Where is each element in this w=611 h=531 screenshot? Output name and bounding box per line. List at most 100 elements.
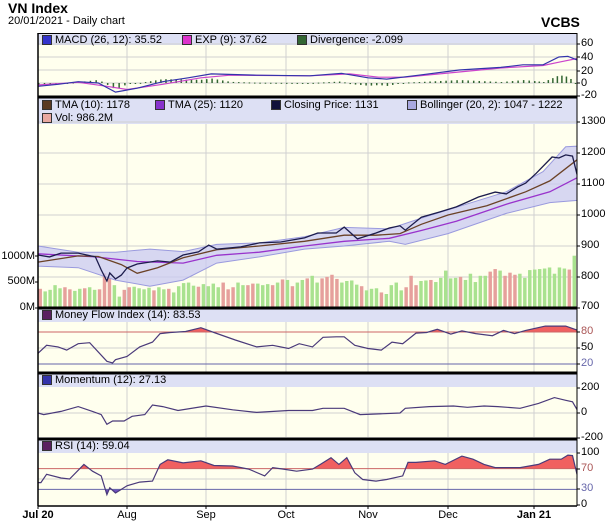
volume-bar (83, 288, 87, 307)
legend-band (38, 34, 577, 45)
volume-bar (191, 285, 196, 307)
volume-bar (379, 292, 384, 307)
divergence-bar (200, 79, 203, 83)
volume-bar (53, 285, 57, 307)
divergence-bar (338, 81, 341, 83)
divergence-bar (286, 82, 288, 84)
volume-bar (478, 275, 483, 307)
volume-bar (419, 281, 423, 307)
divergence-bar (386, 83, 389, 86)
divergence-bar (402, 83, 405, 84)
macd-line (37, 55, 578, 93)
volume-bar (68, 289, 72, 307)
volume-bar (320, 278, 324, 307)
volume-bar (157, 287, 161, 307)
divergence-bar (333, 81, 336, 83)
closing-price-line (37, 154, 578, 283)
divergence-bar (275, 82, 277, 84)
divergence-bar (534, 81, 536, 83)
legend-label: TMA (25): 1120 (168, 99, 243, 111)
legend-swatch (42, 100, 52, 110)
volume-bar (236, 282, 240, 307)
divergence-bar (43, 83, 46, 85)
divergence-bar (264, 82, 267, 84)
volume-bar (117, 296, 122, 307)
volume-bar (374, 288, 379, 307)
volume-bar (261, 285, 265, 307)
divergence-bar (528, 80, 530, 83)
volume-bar (439, 277, 443, 307)
divergence-bar (365, 83, 367, 86)
volume-bar (211, 283, 216, 307)
volume-bar (384, 294, 389, 307)
divergence-bar (376, 83, 378, 86)
volume-bar (127, 287, 131, 307)
overbought-fill (79, 455, 576, 469)
volume-bar (567, 269, 572, 307)
volume-bar (181, 283, 186, 307)
legend-swatch (42, 441, 52, 451)
volume-bar (547, 267, 552, 307)
legend-label: Closing Price: 1131 (284, 99, 379, 111)
divergence-bar (467, 80, 469, 83)
volume-bar (73, 290, 77, 307)
volume-bar (290, 286, 295, 307)
divergence-bar (456, 80, 458, 83)
divergence-bar (170, 79, 172, 83)
volume-bar (246, 285, 250, 307)
volume-bar (409, 275, 413, 307)
volume-bar (335, 278, 339, 307)
legend-label: Vol: 986.2M (55, 112, 114, 124)
divergence-bar (227, 81, 229, 83)
y-tick-label: 40 (581, 51, 594, 63)
volume-bar (142, 289, 146, 307)
legend-rsi: RSI (14): 59.04 (42, 440, 130, 452)
divergence-bar (232, 81, 235, 83)
divergence-bar (312, 82, 314, 84)
divergence-bar (195, 79, 198, 83)
volume-bar (453, 277, 458, 307)
volume-bar (429, 279, 433, 307)
legend-label: Divergence: -2.099 (310, 34, 403, 46)
volume-bar (251, 283, 255, 307)
volume-bar (280, 279, 285, 307)
volume-bar (532, 269, 537, 307)
divergence-bar (296, 82, 299, 84)
volume-bar (226, 289, 230, 307)
volume-bar (503, 275, 507, 307)
divergence-bar (144, 82, 147, 84)
volume-bar (196, 286, 201, 307)
volume-bar (285, 279, 290, 307)
divergence-bar (565, 76, 568, 83)
divergence-bar (570, 78, 572, 83)
divergence-bar (291, 82, 293, 84)
divergence-bar (101, 81, 103, 83)
divergence-bar (106, 83, 109, 85)
volume-bar (43, 291, 47, 307)
volume-bar (221, 282, 225, 307)
divergence-bar (175, 79, 177, 83)
legend-swatch (155, 100, 165, 110)
volume-bar (231, 287, 235, 307)
volume-bar (152, 290, 156, 307)
volume-bar (468, 273, 473, 307)
y-tick-label: 0 (581, 498, 588, 510)
divergence-bar (397, 83, 399, 84)
tma10-line (37, 159, 578, 274)
volume-bar (528, 270, 532, 307)
volume-bar (167, 288, 171, 307)
legend-bollinger: Bollinger (20, 2): 1047 - 1222 (407, 99, 562, 111)
volume-bar (414, 285, 418, 307)
divergence-bar (160, 79, 162, 83)
volume-bar (359, 286, 364, 307)
volume-bar (350, 280, 354, 307)
volume-bar (172, 292, 176, 307)
divergence-bar (149, 81, 152, 83)
volume-tick-label: 0M (19, 301, 35, 313)
volume-bar (48, 289, 52, 307)
divergence-bar (112, 83, 115, 89)
divergence-bar (206, 79, 208, 83)
divergence-bar (547, 80, 550, 83)
divergence-bar (484, 81, 486, 83)
